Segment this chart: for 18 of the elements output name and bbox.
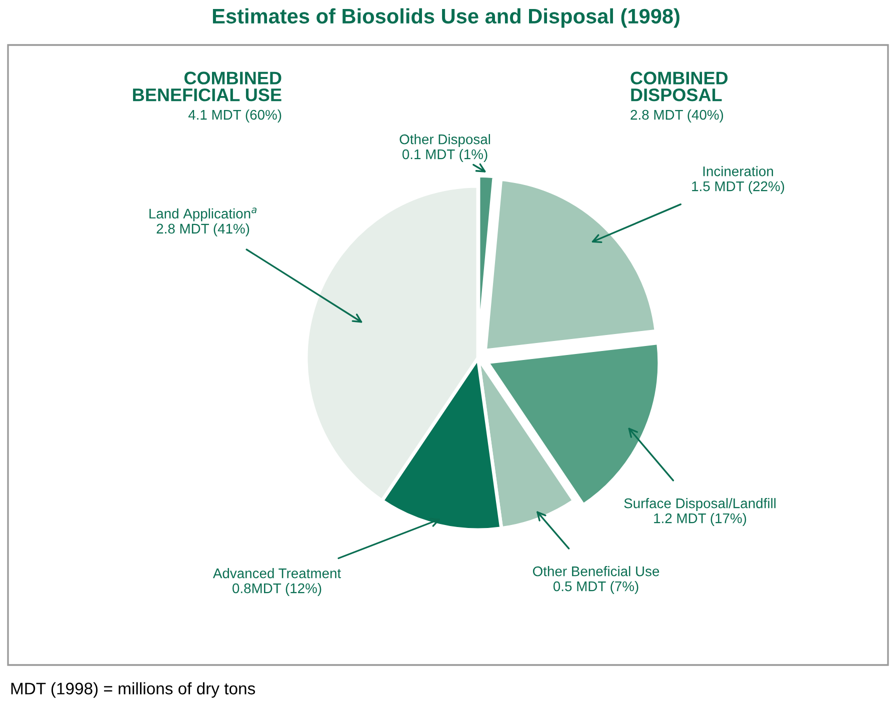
- data-label: 2.8 MDT (41%): [156, 223, 250, 236]
- slice-label: Land Application$^{a}$: [149, 208, 256, 222]
- data-label: 0.8MDT (12%): [232, 583, 322, 596]
- text: 2.8 MDT (40%): [630, 110, 724, 122]
- slice-label: Surface Disposal/Landfill: [624, 498, 776, 511]
- data-label: 1.2 MDT (17%): [654, 513, 746, 526]
- data-label: 0.5 MDT (7%): [553, 581, 638, 594]
- slice-label: Other Disposal: [400, 134, 490, 147]
- text: COMBINED BENEFICIAL USE: [133, 72, 282, 102]
- slice-label: Other Beneficial Use: [532, 566, 660, 576]
- slice-label: Incineration: [703, 166, 774, 176]
- text: COMBINED DISPOSAL: [630, 72, 728, 102]
- data-label: 0.1 MDT (1%): [402, 149, 488, 162]
- text: MDT (1998) = millions of dry tons: [11, 682, 256, 698]
- data-label: 1.5 MDT (22%): [692, 181, 784, 194]
- chart-title: Estimates of Biosolids Use and Disposal (1998): [212, 8, 680, 28]
- text: 4.1 MDT (60%): [188, 110, 282, 122]
- slice-label: Advanced Treatment: [212, 568, 341, 578]
